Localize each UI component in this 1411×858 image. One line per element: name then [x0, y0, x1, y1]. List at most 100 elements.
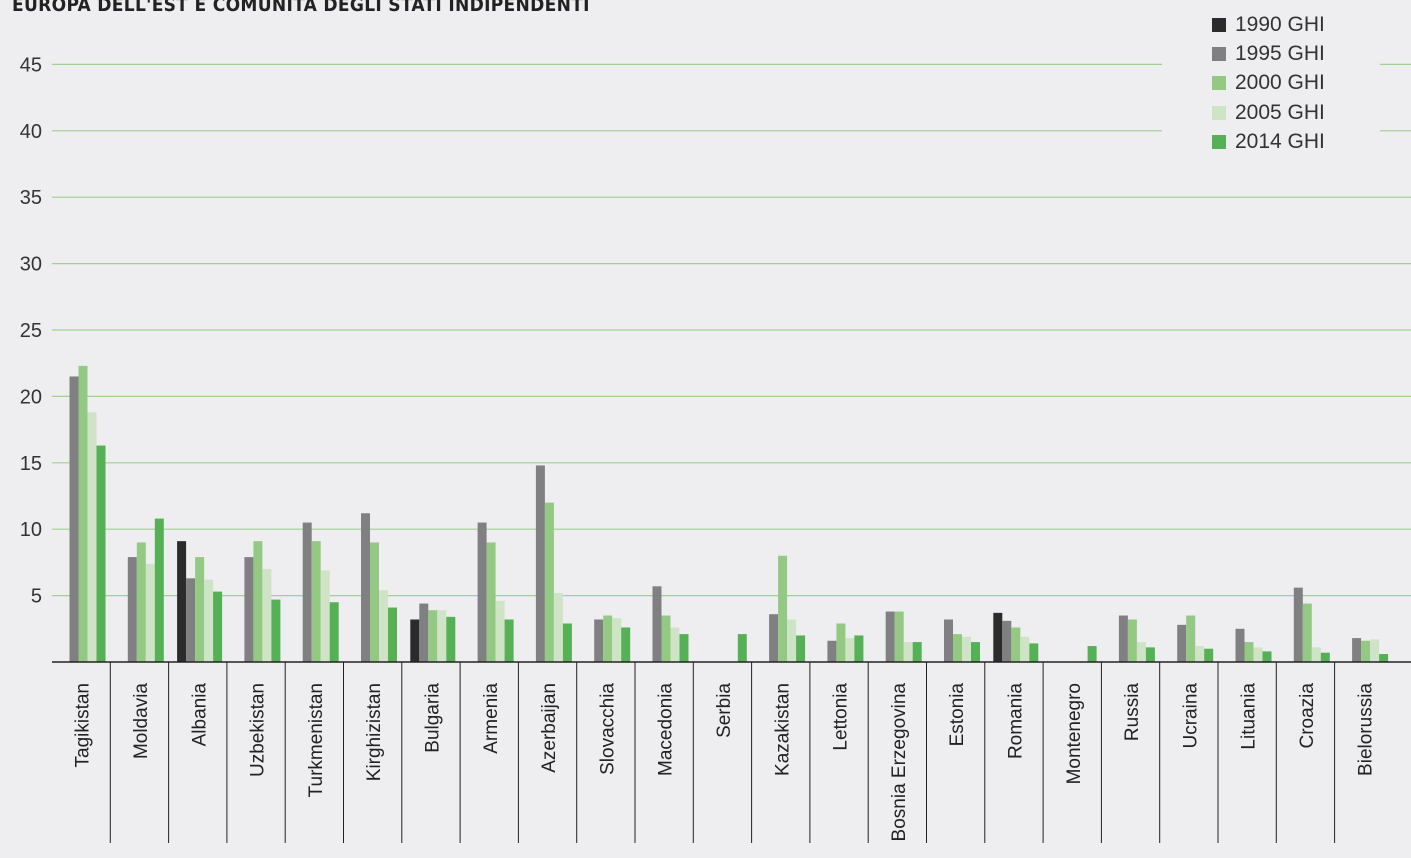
chart-title: EUROPA DELL'EST E COMUNITÀ DEGLI STATI I…	[12, 0, 590, 16]
bar	[1370, 639, 1380, 662]
bar	[1302, 603, 1312, 662]
bar	[1204, 648, 1214, 662]
bar	[796, 635, 806, 662]
bar	[87, 412, 97, 662]
x-tick-label: Turkmenistan	[306, 683, 327, 797]
bar	[446, 616, 456, 662]
x-tick-label: Bielorussia	[1355, 683, 1376, 776]
bar	[504, 619, 514, 662]
legend-item: 2014 GHI	[1162, 127, 1380, 156]
bar	[186, 578, 196, 662]
x-tick-label: Azerbaijan	[539, 683, 560, 773]
bar	[944, 619, 953, 662]
bar	[885, 611, 895, 662]
legend-item: 1995 GHI	[1162, 39, 1380, 68]
y-tick-label: 25	[20, 320, 42, 342]
bar	[594, 619, 604, 662]
x-tick-label: Serbia	[714, 683, 735, 738]
bar	[361, 513, 370, 662]
bar	[177, 541, 187, 662]
bar	[953, 634, 962, 662]
bar	[535, 465, 545, 662]
bar	[419, 603, 429, 662]
bar	[562, 623, 572, 662]
bar	[136, 542, 146, 662]
bar	[69, 376, 79, 662]
bar	[388, 607, 397, 662]
legend-swatch	[1212, 46, 1226, 61]
bar	[652, 586, 662, 662]
bar	[544, 502, 554, 662]
bar	[1195, 646, 1205, 662]
bar	[1020, 636, 1030, 662]
bar	[96, 445, 106, 662]
bar	[1002, 620, 1012, 662]
bar	[1087, 646, 1097, 662]
x-tick-label: Bosnia Erzegovina	[889, 683, 910, 842]
bar	[410, 619, 420, 662]
bar	[379, 590, 388, 662]
bar	[1244, 642, 1254, 662]
bar	[854, 635, 864, 662]
bar	[912, 642, 922, 662]
bar	[553, 592, 563, 662]
y-tick-label: 35	[20, 187, 42, 209]
bar	[836, 623, 846, 662]
bar	[271, 599, 281, 662]
bar	[1177, 624, 1187, 662]
x-tick-label: Russia	[1122, 683, 1143, 742]
bar	[145, 563, 155, 662]
bar	[204, 579, 214, 662]
x-tick-label: Macedonia	[656, 683, 677, 776]
bar	[253, 541, 263, 662]
bar	[329, 602, 339, 662]
x-tick-label: Bulgaria	[422, 683, 443, 753]
bar	[370, 542, 379, 662]
legend-label: 2014 GHI	[1235, 129, 1325, 153]
x-tick-label: Armenia	[481, 683, 502, 754]
x-tick-label: Moldavia	[131, 683, 152, 759]
bar	[679, 634, 689, 662]
legend-swatch	[1212, 134, 1226, 149]
bar	[195, 557, 205, 662]
x-tick-label: Ucraina	[1180, 683, 1201, 749]
y-tick-label: 30	[20, 254, 42, 276]
bar	[311, 541, 321, 662]
bar	[1235, 628, 1245, 662]
x-tick-label: Lettonia	[831, 683, 852, 751]
bar	[894, 611, 904, 662]
legend-label: 1990 GHI	[1235, 12, 1325, 36]
bar	[1262, 651, 1272, 662]
bar	[827, 640, 837, 662]
x-tick-label: Uzbekistan	[248, 683, 269, 777]
y-tick-label: 40	[20, 121, 42, 143]
bar	[769, 614, 779, 662]
legend-item: 2000 GHI	[1162, 69, 1380, 98]
bar	[962, 636, 971, 662]
legend-label: 1995 GHI	[1235, 41, 1325, 65]
bar	[603, 615, 613, 662]
x-tick-label: Estonia	[947, 683, 968, 747]
legend-swatch	[1212, 76, 1226, 91]
legend-item: 1990 GHI	[1162, 10, 1380, 39]
bar	[477, 522, 487, 662]
bar	[1293, 587, 1303, 662]
legend-swatch	[1212, 105, 1226, 120]
bar	[1186, 615, 1196, 662]
x-tick-label: Albania	[189, 683, 210, 747]
bar	[244, 557, 254, 662]
x-tick-label: Slovacchia	[597, 683, 618, 775]
x-tick-label: Croazia	[1297, 683, 1318, 749]
bar	[621, 627, 631, 662]
y-tick-label: 5	[31, 586, 42, 608]
bar	[1136, 642, 1146, 662]
bar	[213, 591, 223, 662]
bar	[1127, 619, 1137, 662]
legend-swatch	[1212, 17, 1226, 32]
x-tick-label: Montenegro	[1064, 683, 1085, 784]
bar	[78, 365, 88, 662]
y-tick-label: 10	[20, 519, 42, 541]
x-tick-label: Romania	[1005, 683, 1026, 759]
legend-label: 2000 GHI	[1235, 71, 1325, 95]
